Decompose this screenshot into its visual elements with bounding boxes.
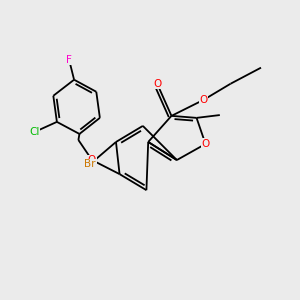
- Text: Cl: Cl: [29, 127, 40, 137]
- Text: O: O: [200, 95, 208, 105]
- Text: O: O: [88, 155, 96, 165]
- Text: O: O: [201, 139, 210, 149]
- Text: F: F: [66, 55, 72, 64]
- Text: O: O: [153, 79, 161, 89]
- Text: Br: Br: [84, 159, 96, 169]
